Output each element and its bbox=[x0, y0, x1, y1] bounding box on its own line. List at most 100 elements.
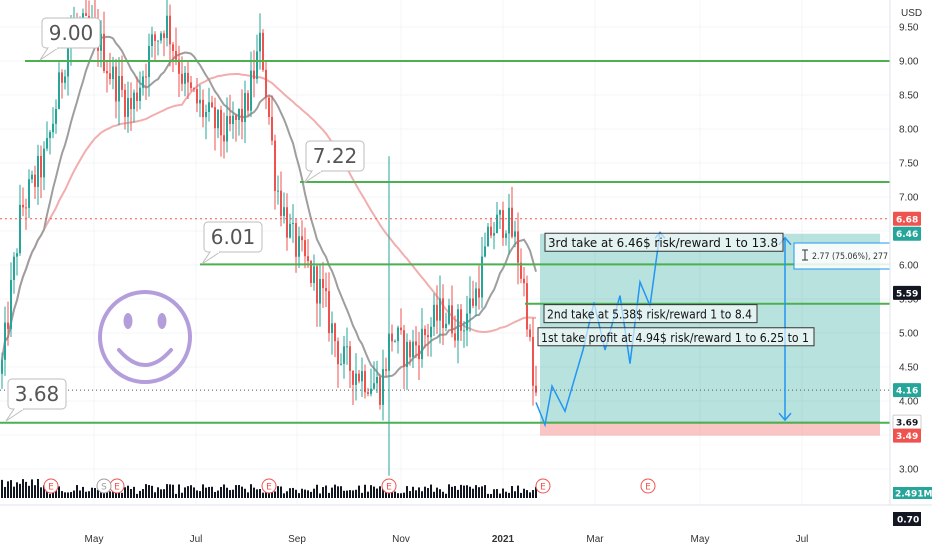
volume-bar bbox=[154, 492, 156, 498]
event-markers[interactable]: E E E E E ES bbox=[43, 478, 656, 494]
volume-bar bbox=[373, 486, 375, 498]
volume-bar bbox=[421, 491, 423, 498]
annotations: 3rd take at 6.46$ risk/reward 1 to 13.8 2… bbox=[537, 232, 891, 347]
volume-bar bbox=[262, 492, 264, 498]
volume-bar bbox=[184, 487, 186, 498]
candle bbox=[211, 95, 213, 109]
candle bbox=[106, 60, 108, 93]
candle bbox=[22, 187, 24, 217]
candle bbox=[406, 333, 408, 390]
candle bbox=[28, 169, 30, 219]
candle bbox=[472, 280, 474, 309]
dividend-marker[interactable]: S bbox=[96, 478, 112, 494]
volume-bar bbox=[484, 485, 486, 498]
volume-bar bbox=[361, 492, 363, 498]
volume-bar bbox=[529, 492, 531, 498]
volume-bar bbox=[190, 485, 192, 498]
candle bbox=[133, 89, 135, 123]
svg-text:2nd take at 5.38$ risk/reward: 2nd take at 5.38$ risk/reward 1 to 8.4 bbox=[547, 308, 752, 322]
volume-bar bbox=[211, 486, 213, 498]
candle bbox=[103, 11, 105, 74]
earnings-marker[interactable]: E bbox=[261, 478, 277, 494]
volume-bar bbox=[10, 480, 12, 498]
volume-bar bbox=[79, 490, 81, 498]
earnings-marker[interactable]: E bbox=[43, 478, 59, 494]
svg-text:5.59: 5.59 bbox=[896, 289, 918, 299]
volume-bar bbox=[505, 491, 507, 498]
volume-bar bbox=[379, 486, 381, 498]
volume-bar bbox=[325, 485, 327, 498]
candle bbox=[64, 69, 66, 90]
volume-bar bbox=[178, 484, 180, 498]
candle bbox=[190, 75, 192, 92]
candle bbox=[157, 40, 159, 56]
volume-bar bbox=[223, 484, 225, 498]
candle bbox=[136, 76, 138, 112]
volume-bar bbox=[142, 489, 144, 498]
candle bbox=[40, 145, 42, 199]
volume-bar bbox=[163, 489, 165, 498]
smiley-face-drawing bbox=[98, 290, 192, 384]
horizontal-levels[interactable] bbox=[0, 60, 890, 424]
candle bbox=[250, 51, 252, 118]
candle bbox=[151, 26, 153, 58]
volume-bar bbox=[136, 493, 138, 498]
volume-bar bbox=[37, 478, 39, 498]
candle bbox=[172, 42, 174, 73]
volume-bar bbox=[391, 490, 393, 498]
candle bbox=[508, 193, 510, 255]
earnings-marker[interactable]: E bbox=[381, 478, 397, 494]
volume-bar bbox=[133, 486, 135, 498]
candle bbox=[19, 184, 21, 256]
volume-bar bbox=[502, 488, 504, 498]
moving-averages bbox=[1, 35, 537, 379]
volume-bar bbox=[61, 491, 63, 498]
candle bbox=[334, 322, 336, 358]
time-axis[interactable]: May Jul Sep Nov 2021 Mar May Jul bbox=[0, 504, 932, 545]
candle bbox=[238, 108, 240, 136]
candle bbox=[364, 364, 366, 399]
volume-bar bbox=[130, 489, 132, 498]
volume-bar bbox=[103, 489, 105, 498]
candle bbox=[13, 252, 15, 294]
candle bbox=[403, 324, 405, 389]
volume-bar bbox=[13, 486, 15, 498]
risk-zone[interactable] bbox=[540, 422, 880, 436]
candle bbox=[418, 331, 420, 381]
price-axis[interactable]: USD9.509.008.508.007.507.006.506.005.505… bbox=[889, 0, 932, 526]
candle bbox=[439, 275, 441, 344]
price-tag-6-68: 6.68 bbox=[893, 211, 921, 226]
volume-bar bbox=[481, 486, 483, 498]
earnings-marker[interactable]: E bbox=[640, 478, 656, 494]
volume-bar bbox=[175, 493, 177, 498]
volume-bar bbox=[193, 487, 195, 498]
volume-bar bbox=[397, 493, 399, 498]
candle bbox=[427, 323, 429, 357]
volume-bar bbox=[238, 485, 240, 498]
candle bbox=[370, 368, 372, 397]
svg-text:2.491M: 2.491M bbox=[895, 490, 932, 500]
measure-icon bbox=[802, 249, 808, 261]
candle bbox=[520, 248, 522, 284]
candle bbox=[301, 220, 303, 252]
earnings-marker[interactable]: E bbox=[109, 478, 125, 494]
volume-bar bbox=[226, 487, 228, 498]
price-tag-3-49: 3.49 bbox=[893, 428, 921, 443]
candle bbox=[529, 324, 531, 342]
volume-bar bbox=[526, 490, 528, 498]
candle bbox=[454, 315, 456, 348]
volume-bar bbox=[532, 490, 534, 498]
earnings-marker[interactable]: E bbox=[535, 478, 551, 494]
fast-moving-average bbox=[1, 35, 537, 379]
candle bbox=[412, 329, 414, 368]
y-tick-label: 8.00 bbox=[899, 125, 919, 136]
candle bbox=[535, 365, 537, 397]
y-tick-label: 5.00 bbox=[899, 329, 919, 340]
volume-bar bbox=[91, 487, 93, 498]
volume-bar bbox=[511, 486, 513, 498]
svg-text:S: S bbox=[101, 483, 107, 493]
price-tag-3-69: 3.69 bbox=[892, 414, 922, 430]
candle bbox=[214, 97, 216, 151]
candle bbox=[283, 192, 285, 224]
